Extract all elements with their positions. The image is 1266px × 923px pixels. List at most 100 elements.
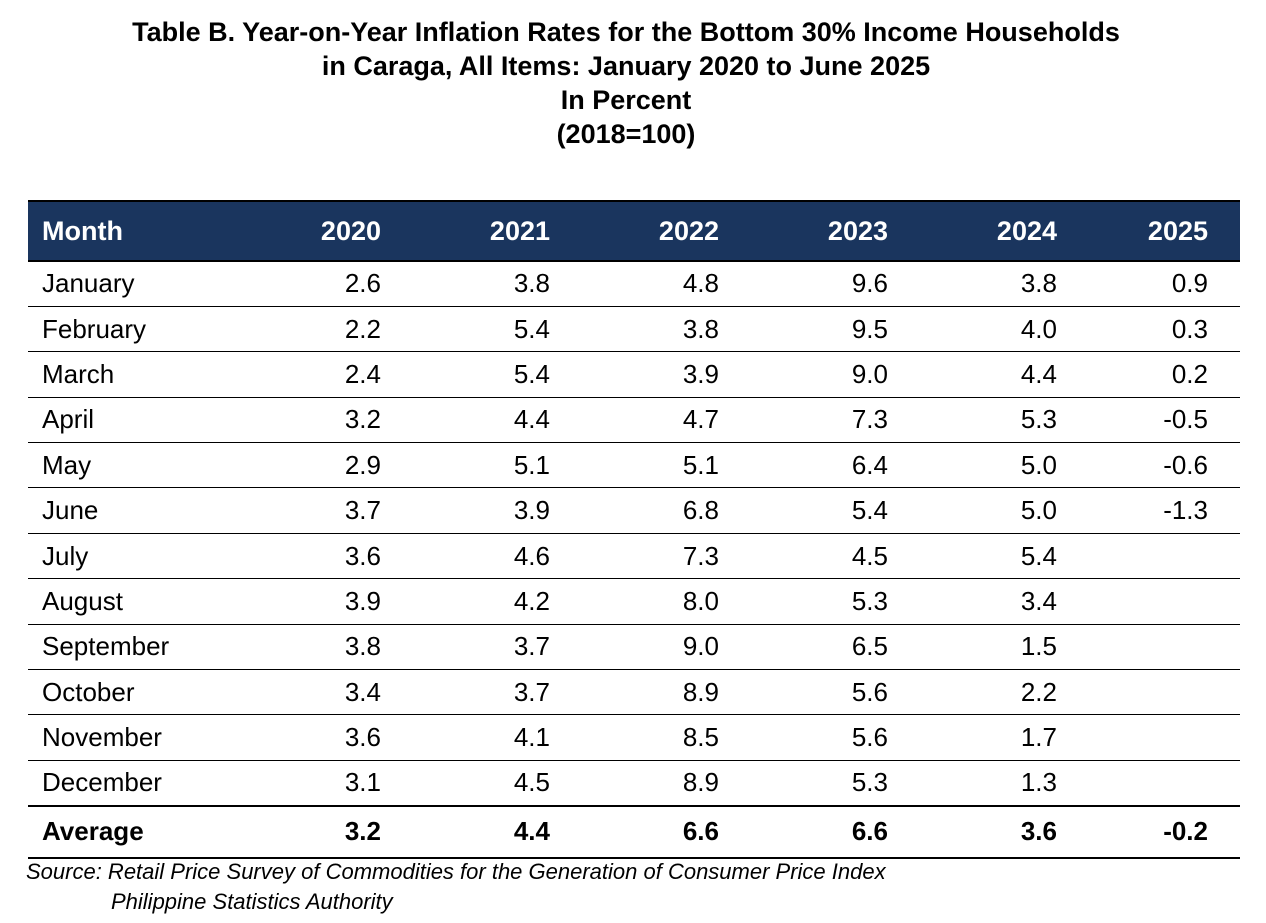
rate-cell: 5.3	[719, 578, 888, 625]
rate-cell: 5.4	[381, 306, 550, 353]
rate-cell: 1.3	[888, 760, 1057, 807]
rate-cell: 2.9	[212, 442, 381, 489]
rate-cell: 8.0	[550, 578, 719, 625]
rate-cell: 5.1	[550, 442, 719, 489]
rate-cell	[1057, 533, 1240, 580]
header-row: Month 2020 2021 2022 2023 2024 2025	[28, 200, 1240, 262]
table-row: May 2.9 5.1 5.1 6.4 5.0 -0.6	[28, 442, 1240, 489]
rate-cell: 5.4	[719, 487, 888, 534]
rate-cell: 7.3	[719, 397, 888, 444]
rate-cell: 3.2	[212, 397, 381, 444]
rate-cell: 9.0	[719, 351, 888, 398]
table-row: November 3.6 4.1 8.5 5.6 1.7	[28, 714, 1240, 761]
rate-cell: 4.2	[381, 578, 550, 625]
header-year-2022: 2022	[550, 200, 719, 262]
rate-cell: 3.1	[212, 760, 381, 807]
rate-cell: 0.9	[1057, 261, 1240, 307]
rate-cell: 4.8	[550, 261, 719, 307]
rate-cell: 2.6	[212, 261, 381, 307]
header-year-2024: 2024	[888, 200, 1057, 262]
average-value: -0.2	[1057, 804, 1240, 859]
rate-cell: 9.6	[719, 261, 888, 307]
rate-cell	[1057, 624, 1240, 671]
rate-cell: 5.4	[888, 533, 1057, 580]
rate-cell: 5.0	[888, 442, 1057, 489]
rate-cell: 1.7	[888, 714, 1057, 761]
rate-cell: 2.2	[212, 306, 381, 353]
average-value: 6.6	[719, 804, 888, 859]
rate-cell: 3.8	[888, 261, 1057, 307]
average-row: Average 3.2 4.4 6.6 6.6 3.6 -0.2	[28, 804, 1240, 859]
title-line-1: Table B. Year-on-Year Inflation Rates fo…	[132, 17, 1120, 47]
rate-cell: 4.5	[381, 760, 550, 807]
rate-cell: 3.8	[550, 306, 719, 353]
header-year-2023: 2023	[719, 200, 888, 262]
rate-cell	[1057, 760, 1240, 807]
month-cell: October	[28, 669, 212, 716]
table-row: October 3.4 3.7 8.9 5.6 2.2	[28, 669, 1240, 716]
rate-cell: 4.0	[888, 306, 1057, 353]
rate-cell: 3.6	[212, 714, 381, 761]
average-value: 6.6	[550, 804, 719, 859]
table-row: August 3.9 4.2 8.0 5.3 3.4	[28, 578, 1240, 625]
average-value: 4.4	[381, 804, 550, 859]
month-cell: January	[28, 261, 212, 307]
rate-cell: 8.5	[550, 714, 719, 761]
rate-cell: 5.6	[719, 714, 888, 761]
rate-cell: 5.3	[888, 397, 1057, 444]
rate-cell: 8.9	[550, 760, 719, 807]
rate-cell: 9.0	[550, 624, 719, 671]
table-row: April 3.2 4.4 4.7 7.3 5.3 -0.5	[28, 397, 1240, 444]
month-cell: April	[28, 397, 212, 444]
rate-cell: 6.4	[719, 442, 888, 489]
rate-cell: 3.4	[212, 669, 381, 716]
title-line-4: (2018=100)	[556, 119, 696, 149]
rate-cell: 3.4	[888, 578, 1057, 625]
rate-cell: 0.2	[1057, 351, 1240, 398]
rate-cell: 4.5	[719, 533, 888, 580]
table-row: September 3.8 3.7 9.0 6.5 1.5	[28, 624, 1240, 671]
header-year-2021: 2021	[381, 200, 550, 262]
source-line-2: Philippine Statistics Authority	[111, 889, 393, 914]
rate-cell: 3.9	[381, 487, 550, 534]
month-cell: February	[28, 306, 212, 353]
source-note: Source: Retail Price Survey of Commoditi…	[26, 857, 886, 917]
inflation-table: Month 2020 2021 2022 2023 2024 2025 Janu…	[28, 200, 1240, 859]
rate-cell	[1057, 669, 1240, 716]
source-line-1: Source: Retail Price Survey of Commoditi…	[26, 859, 886, 884]
rate-cell: 6.5	[719, 624, 888, 671]
header-year-2025: 2025	[1057, 200, 1240, 262]
table-row: January 2.6 3.8 4.8 9.6 3.8 0.9	[28, 261, 1240, 307]
rate-cell: 2.4	[212, 351, 381, 398]
rate-cell: 3.9	[550, 351, 719, 398]
month-cell: July	[28, 533, 212, 580]
rate-cell: 5.6	[719, 669, 888, 716]
rate-cell: -0.6	[1057, 442, 1240, 489]
rate-cell: 8.9	[550, 669, 719, 716]
average-label: Average	[28, 804, 212, 859]
rate-cell: 0.3	[1057, 306, 1240, 353]
rate-cell: 3.8	[212, 624, 381, 671]
table-body: January 2.6 3.8 4.8 9.6 3.8 0.9 February 2.2 5.4 3…	[28, 261, 1240, 859]
month-cell: December	[28, 760, 212, 807]
title-line-2: in Caraga, All Items: January 2020 to Ju…	[321, 51, 931, 81]
month-cell: September	[28, 624, 212, 671]
rate-cell: 3.8	[381, 261, 550, 307]
rate-cell	[1057, 714, 1240, 761]
rate-cell: 1.5	[888, 624, 1057, 671]
month-cell: March	[28, 351, 212, 398]
month-cell: November	[28, 714, 212, 761]
rate-cell: 2.2	[888, 669, 1057, 716]
rate-cell: 5.1	[381, 442, 550, 489]
rate-cell: 4.4	[888, 351, 1057, 398]
month-cell: August	[28, 578, 212, 625]
rate-cell: 6.8	[550, 487, 719, 534]
rate-cell: 4.6	[381, 533, 550, 580]
rate-cell: 7.3	[550, 533, 719, 580]
rate-cell: 3.9	[212, 578, 381, 625]
rate-cell: 3.7	[212, 487, 381, 534]
month-cell: May	[28, 442, 212, 489]
table-row: December 3.1 4.5 8.9 5.3 1.3	[28, 760, 1240, 807]
rate-cell: -0.5	[1057, 397, 1240, 444]
rate-cell: 4.7	[550, 397, 719, 444]
